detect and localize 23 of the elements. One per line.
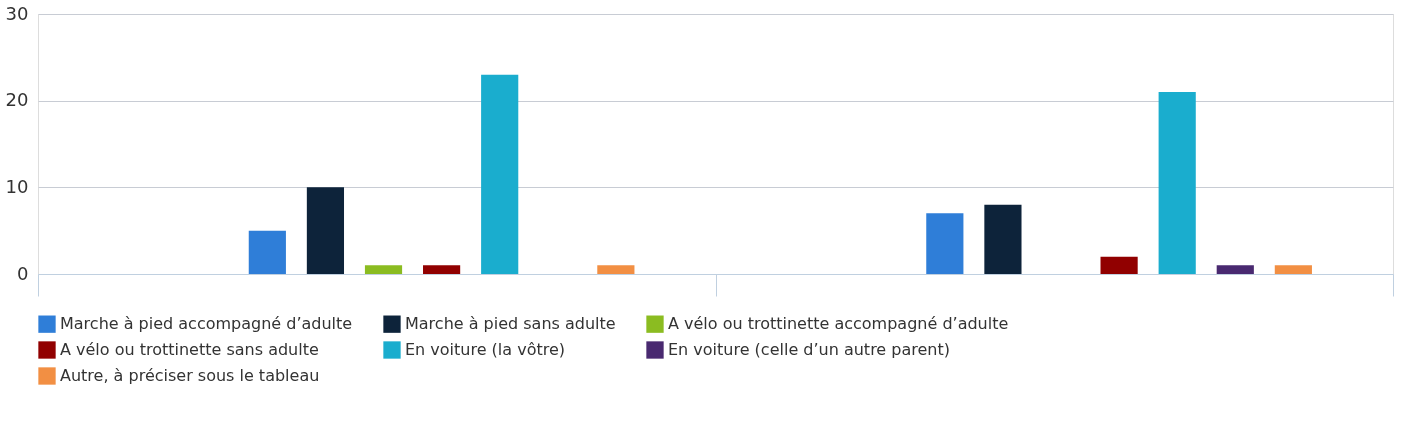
bar — [926, 213, 964, 274]
bar — [423, 265, 461, 274]
bar — [364, 265, 403, 274]
y-tick-label: 20 — [5, 89, 29, 111]
bar — [248, 230, 286, 274]
bar — [1100, 256, 1138, 274]
legend-label: Marche à pied accompagné d’adulte — [60, 314, 353, 334]
bar — [1158, 92, 1196, 274]
legend-label: A vélo ou trottinette sans adulte — [60, 340, 319, 359]
legend-label: Autre, à préciser sous le tableau — [60, 366, 320, 385]
bar — [1274, 265, 1312, 274]
legend-label: En voiture (la vôtre) — [405, 340, 566, 359]
bar — [984, 204, 1022, 274]
legend-label: En voiture (celle d’un autre parent) — [668, 340, 950, 359]
y-tick-label: 10 — [5, 175, 29, 197]
legend-label: A vélo ou trottinette accompagné d’adulte — [668, 314, 1009, 334]
y-tick-label: 0 — [17, 262, 29, 284]
y-tick-label: 30 — [5, 2, 29, 24]
bar — [1216, 265, 1254, 274]
bar — [597, 265, 635, 274]
bar — [306, 187, 345, 274]
legend-label: Marche à pied sans adulte — [405, 314, 616, 334]
bar — [481, 74, 519, 274]
